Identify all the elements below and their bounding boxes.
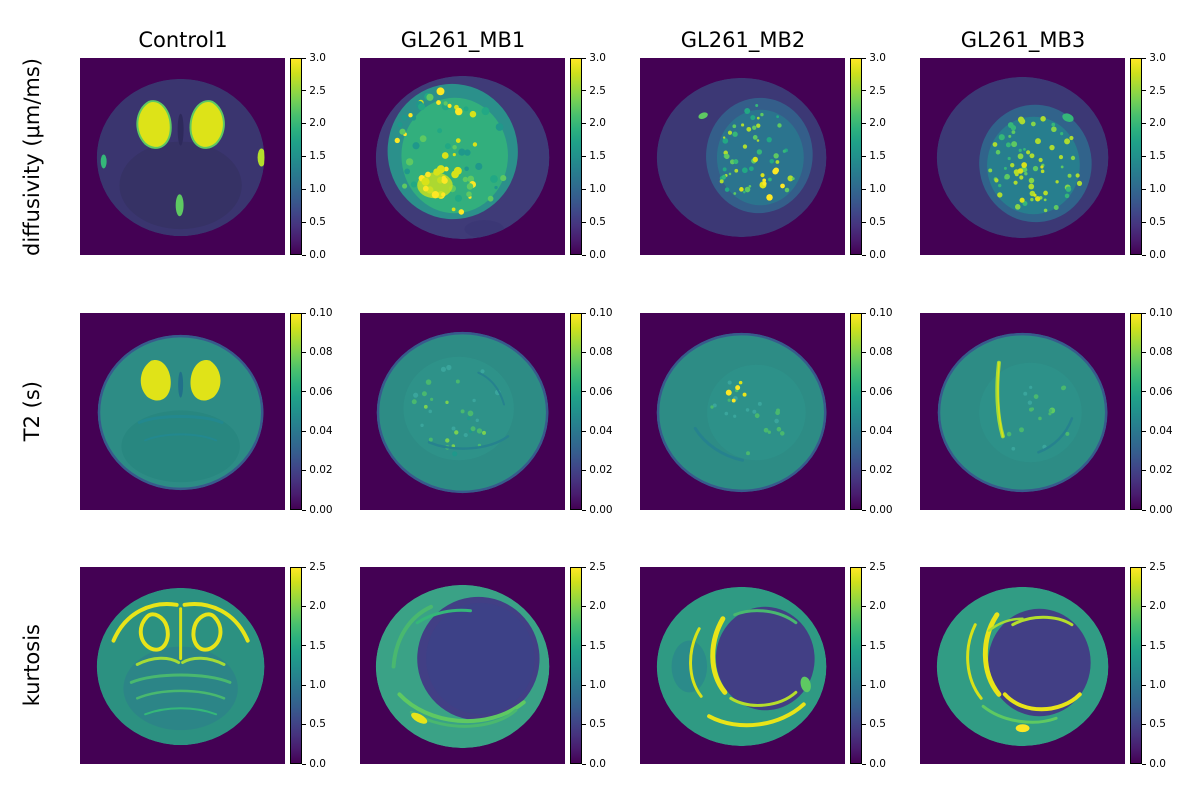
colorbar-gradient [570, 58, 583, 255]
colorbar: 0.00 0.02 0.04 0.06 0.08 0.10 [1130, 308, 1176, 515]
colorbar-ticks: 0.0 0.5 1.0 1.5 2.0 2.5 3.0 [582, 53, 616, 260]
colorbar: 0.0 0.5 1.0 1.5 2.0 2.5 3.0 [570, 53, 616, 260]
colorbar-gradient [850, 313, 863, 510]
heatmap-image [360, 58, 566, 255]
row-label-text: diffusivity (μm/ms) [20, 58, 44, 256]
colorbar-gradient [290, 58, 303, 255]
colorbar: 0.00 0.02 0.04 0.06 0.08 0.10 [570, 308, 616, 515]
panel-kurtosis-mb3: 0.0 0.5 1.0 1.5 2.0 2.5 [920, 562, 1176, 769]
colorbar: 0.0 0.5 1.0 1.5 2.0 2.5 [570, 562, 616, 769]
panel-diffusivity-control1: 0.0 0.5 1.0 1.5 2.0 2.5 3.0 [80, 53, 336, 260]
colorbar-ticks: 0.0 0.5 1.0 1.5 2.0 2.5 3.0 [862, 53, 896, 260]
colorbar: 0.0 0.5 1.0 1.5 2.0 2.5 3.0 [290, 53, 336, 260]
figure-row-t2: T2 (s) 0.00 0.02 0.04 0.06 0.08 0.10 0.00 0.02… [8, 308, 1200, 515]
colorbar-gradient [1130, 313, 1143, 510]
row-label-text: kurtosis [20, 624, 44, 707]
panel-t2-control1: 0.00 0.02 0.04 0.06 0.08 0.10 [80, 308, 336, 515]
heatmap-image [80, 313, 286, 510]
column-title-gl261-mb1: GL261_MB1 [400, 27, 526, 52]
heatmap-image [920, 313, 1126, 510]
colorbar-gradient [850, 567, 863, 764]
row-label-diffusivity: diffusivity (μm/ms) [8, 58, 56, 256]
panel-kurtosis-control1: 0.0 0.5 1.0 1.5 2.0 2.5 [80, 562, 336, 769]
panel-diffusivity-mb3: 0.0 0.5 1.0 1.5 2.0 2.5 3.0 [920, 53, 1176, 260]
colorbar-ticks: 0.0 0.5 1.0 1.5 2.0 2.5 [862, 562, 896, 769]
figure-row-kurtosis: kurtosis 0.0 0.5 1.0 1.5 2.0 2.5 0.0 0.5 1.0 1.5… [8, 562, 1200, 769]
panel-t2-mb3: 0.00 0.02 0.04 0.06 0.08 0.10 [920, 308, 1176, 515]
colorbar-ticks: 0.00 0.02 0.04 0.06 0.08 0.10 [302, 308, 336, 515]
heatmap-image [920, 58, 1126, 255]
panel-t2-mb2: 0.00 0.02 0.04 0.06 0.08 0.10 [640, 308, 896, 515]
colorbar-gradient [1130, 567, 1143, 764]
colorbar-gradient [290, 567, 303, 764]
title-spacer [8, 8, 56, 52]
colorbar-ticks: 0.0 0.5 1.0 1.5 2.0 2.5 3.0 [1142, 53, 1176, 260]
colorbar: 0.0 0.5 1.0 1.5 2.0 2.5 3.0 [1130, 53, 1176, 260]
row-label-text: T2 (s) [20, 381, 44, 442]
heatmap-image [920, 567, 1126, 764]
panel-t2-mb1: 0.00 0.02 0.04 0.06 0.08 0.10 [360, 308, 616, 515]
column-title-gl261-mb3: GL261_MB3 [960, 27, 1086, 52]
colorbar: 0.0 0.5 1.0 1.5 2.0 2.5 [1130, 562, 1176, 769]
colorbar-gradient [570, 567, 583, 764]
colorbar-ticks: 0.00 0.02 0.04 0.06 0.08 0.10 [582, 308, 616, 515]
heatmap-image [360, 313, 566, 510]
panel-kurtosis-mb1: 0.0 0.5 1.0 1.5 2.0 2.5 [360, 562, 616, 769]
column-titles-row: Control1 GL261_MB1 GL261_MB2 GL261_MB3 [8, 8, 1200, 52]
heatmap-image [640, 58, 846, 255]
colorbar-ticks: 0.00 0.02 0.04 0.06 0.08 0.10 [862, 308, 896, 515]
heatmap-image [640, 567, 846, 764]
colorbar: 0.0 0.5 1.0 1.5 2.0 2.5 [290, 562, 336, 769]
heatmap-image [640, 313, 846, 510]
row-label-t2: T2 (s) [8, 313, 56, 510]
heatmap-image [80, 58, 286, 255]
column-title-gl261-mb2: GL261_MB2 [680, 27, 806, 52]
colorbar-gradient [850, 58, 863, 255]
heatmap-image [360, 567, 566, 764]
colorbar: 0.00 0.02 0.04 0.06 0.08 0.10 [850, 308, 896, 515]
heatmap-image [80, 567, 286, 764]
colorbar-ticks: 0.0 0.5 1.0 1.5 2.0 2.5 3.0 [302, 53, 336, 260]
colorbar: 0.0 0.5 1.0 1.5 2.0 2.5 [850, 562, 896, 769]
panel-diffusivity-mb1: 0.0 0.5 1.0 1.5 2.0 2.5 3.0 [360, 53, 616, 260]
colorbar-ticks: 0.0 0.5 1.0 1.5 2.0 2.5 [302, 562, 336, 769]
colorbar-ticks: 0.00 0.02 0.04 0.06 0.08 0.10 [1142, 308, 1176, 515]
colorbar-ticks: 0.0 0.5 1.0 1.5 2.0 2.5 [1142, 562, 1176, 769]
column-title-control1: Control1 [138, 27, 228, 52]
colorbar-gradient [1130, 58, 1143, 255]
figure-row-diffusivity: diffusivity (μm/ms) 0.0 0.5 1.0 1.5 2.0 2.5 3.… [8, 53, 1200, 260]
panel-kurtosis-mb2: 0.0 0.5 1.0 1.5 2.0 2.5 [640, 562, 896, 769]
colorbar: 0.0 0.5 1.0 1.5 2.0 2.5 3.0 [850, 53, 896, 260]
panel-diffusivity-mb2: 0.0 0.5 1.0 1.5 2.0 2.5 3.0 [640, 53, 896, 260]
colorbar-gradient [290, 313, 303, 510]
colorbar-ticks: 0.0 0.5 1.0 1.5 2.0 2.5 [582, 562, 616, 769]
colorbar: 0.00 0.02 0.04 0.06 0.08 0.10 [290, 308, 336, 515]
row-label-kurtosis: kurtosis [8, 567, 56, 764]
colorbar-gradient [570, 313, 583, 510]
